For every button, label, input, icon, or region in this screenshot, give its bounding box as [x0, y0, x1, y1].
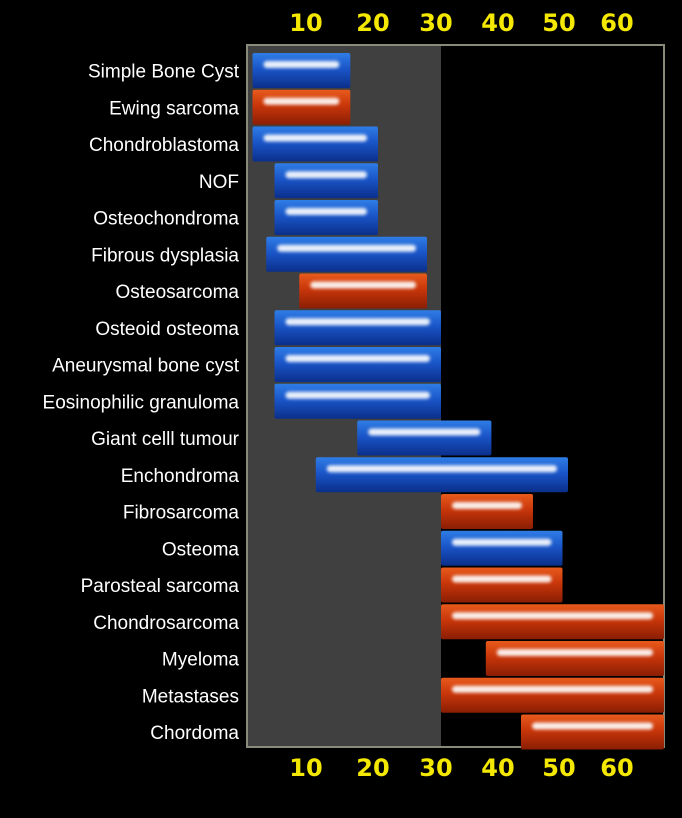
bar-highlight — [532, 722, 653, 730]
category-label: Myeloma — [162, 650, 240, 671]
category-label: Chondrosarcoma — [93, 613, 239, 634]
category-label: Giant celll tumour — [91, 429, 240, 450]
category-label: Osteosarcoma — [115, 282, 239, 303]
category-labels: Simple Bone Cyst Ewing sarcoma Chondroblas… — [43, 62, 240, 745]
bar-highlight — [452, 612, 653, 620]
range-bar-blue — [274, 347, 441, 382]
range-bar-blue — [252, 53, 351, 88]
range-bar-blue — [274, 163, 378, 199]
category-label: Enchondroma — [121, 466, 240, 487]
plot-frame — [246, 44, 665, 748]
category-label: Chondroblastoma — [89, 135, 239, 156]
range-bar-red — [441, 677, 664, 713]
range-bar-red — [441, 494, 533, 529]
top-axis-tick-label: 20 — [356, 9, 389, 37]
bar-highlight — [263, 134, 367, 142]
bar-highlight — [263, 97, 340, 105]
category-label: Fibrosarcoma — [123, 503, 240, 524]
bottom-axis-tick-label: 30 — [419, 754, 452, 782]
category-label: Parosteal sarcoma — [81, 576, 240, 597]
category-label: Simple Bone Cyst — [88, 62, 240, 83]
category-label: Osteoma — [162, 539, 240, 560]
range-bar-blue — [274, 310, 441, 346]
range-bar-red — [521, 714, 664, 750]
category-label: Metastases — [142, 686, 239, 707]
category-label: Osteoid osteoma — [95, 319, 239, 340]
category-label: Chordoma — [150, 723, 239, 744]
range-bar-red — [441, 567, 563, 603]
bar-highlight — [368, 428, 481, 436]
category-label: Ewing sarcoma — [109, 98, 239, 119]
bar-highlight — [277, 244, 416, 252]
bottom-axis-ticks: 10 20 30 40 50 60 — [289, 754, 633, 782]
bottom-axis-tick-label: 60 — [600, 754, 633, 782]
range-bars — [252, 53, 664, 750]
range-bar-red — [252, 89, 351, 125]
bar-highlight — [452, 538, 552, 546]
range-bar-red — [441, 604, 664, 640]
bar-highlight — [452, 685, 653, 693]
bar-highlight — [452, 502, 522, 509]
category-label: Eosinophilic granuloma — [43, 392, 240, 413]
bottom-axis-tick-label: 10 — [289, 754, 322, 782]
range-bar-red — [485, 641, 664, 676]
bar-highlight — [285, 391, 430, 399]
range-bar-blue — [252, 126, 378, 162]
range-bar-blue — [274, 200, 378, 235]
bar-highlight — [496, 649, 653, 656]
top-axis-tick-label: 50 — [542, 9, 575, 37]
range-bar-blue — [274, 383, 441, 419]
bar-highlight — [452, 575, 552, 583]
bar-highlight — [285, 171, 367, 179]
category-label: Aneurysmal bone cyst — [52, 356, 240, 377]
bar-highlight — [285, 355, 430, 362]
category-label: NOF — [199, 172, 239, 193]
bar-highlight — [326, 465, 557, 473]
range-bar-blue — [315, 457, 568, 493]
top-axis-tick-label: 60 — [600, 9, 633, 37]
bottom-axis-tick-label: 50 — [542, 754, 575, 782]
category-label: Fibrous dysplasia — [91, 245, 239, 266]
bar-highlight — [310, 281, 416, 289]
range-bar-blue — [441, 530, 563, 566]
top-axis-tick-label: 30 — [419, 9, 452, 37]
range-bar-blue — [357, 420, 492, 456]
bottom-axis-tick-label: 20 — [356, 754, 389, 782]
top-axis-tick-label: 10 — [289, 9, 322, 37]
bar-highlight — [285, 208, 367, 215]
range-bar-blue — [266, 236, 427, 272]
bar-highlight — [285, 318, 430, 326]
category-label: Osteochondroma — [93, 209, 239, 230]
range-bar-red — [299, 273, 427, 309]
bar-highlight — [263, 61, 340, 68]
top-axis-tick-label: 40 — [481, 9, 514, 37]
top-axis-ticks: 10 20 30 40 50 60 — [289, 9, 633, 37]
bottom-axis-tick-label: 40 — [481, 754, 514, 782]
